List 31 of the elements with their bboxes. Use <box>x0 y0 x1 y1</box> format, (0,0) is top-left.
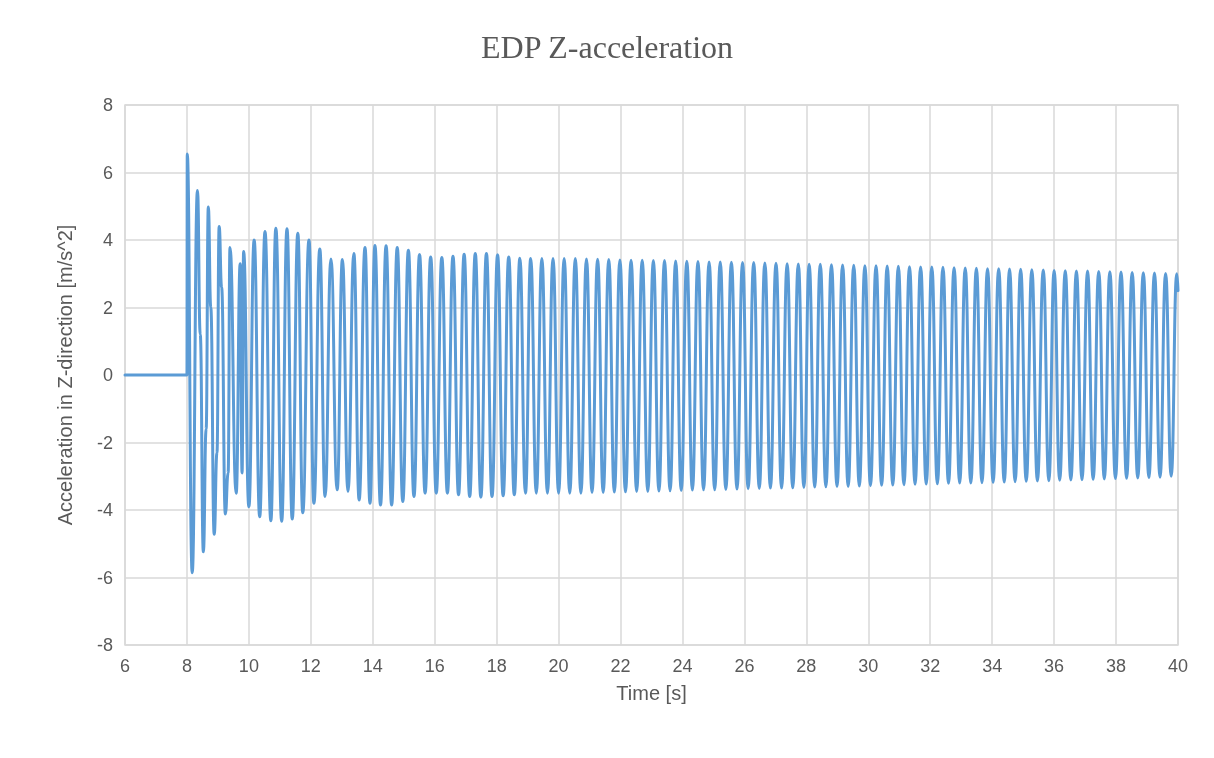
y-tick-label: -6 <box>96 567 113 588</box>
x-tick-label: 10 <box>238 656 259 676</box>
y-tick-label: 2 <box>102 297 113 318</box>
y-tick-label: 0 <box>102 365 113 385</box>
x-axis-title: Time [s] <box>616 682 687 704</box>
x-tick-label: 38 <box>1106 656 1127 676</box>
y-tick-label: 8 <box>102 95 113 115</box>
y-tick-label: -4 <box>96 500 113 520</box>
x-tick-label: 14 <box>362 656 383 676</box>
x-tick-label: 18 <box>486 656 507 676</box>
y-tick-label: -2 <box>96 432 113 453</box>
x-tick-label: 34 <box>982 656 1003 676</box>
y-tick-label: 6 <box>102 162 113 183</box>
x-tick-label: 8 <box>181 656 192 676</box>
line-series <box>123 152 1180 575</box>
y-tick-label: -8 <box>96 635 113 655</box>
x-tick-label: 24 <box>672 656 693 676</box>
x-tick-label: 22 <box>610 656 631 676</box>
x-tick-label: 12 <box>300 656 321 676</box>
x-tick-label: 32 <box>920 656 941 676</box>
x-tick-label: 20 <box>548 656 569 676</box>
y-axis-title: Acceleration in Z-direction [m/s^2] <box>54 224 76 526</box>
x-tick-label: 28 <box>796 656 817 676</box>
x-tick-label: 40 <box>1167 656 1189 676</box>
y-tick-label: 4 <box>102 230 113 250</box>
chart-title: EDP Z-acceleration <box>480 29 734 65</box>
x-tick-label: 26 <box>734 656 755 676</box>
x-tick-label: 6 <box>119 656 131 676</box>
x-tick-label: 36 <box>1044 656 1065 676</box>
x-tick-label: 30 <box>858 656 879 676</box>
x-tick-label: 16 <box>424 656 445 676</box>
